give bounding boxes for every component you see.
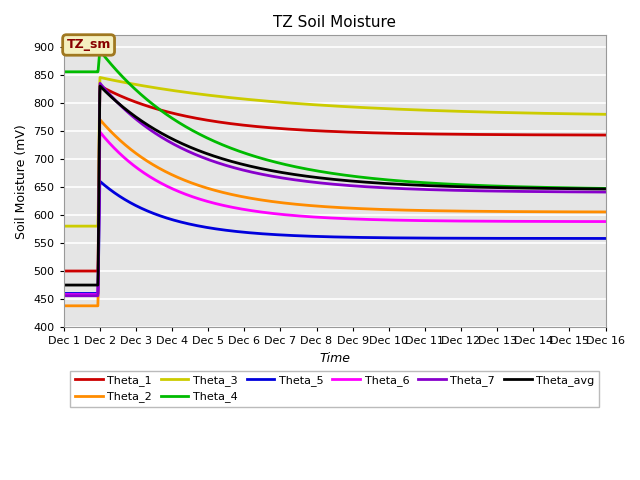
Theta_7 [309, 179, 317, 185]
Theta_1 [602, 132, 609, 138]
Theta_3 [487, 109, 495, 115]
Theta_3 [88, 223, 95, 229]
Line: Theta_1: Theta_1 [64, 86, 605, 271]
Theta_6 [60, 292, 68, 298]
Theta_4 [487, 183, 495, 189]
Theta_1 [586, 132, 594, 138]
Theta_5 [586, 236, 594, 241]
Theta_6 [602, 219, 609, 225]
Theta_5 [586, 236, 594, 241]
Theta_7 [88, 293, 95, 299]
Theta_5 [602, 236, 609, 241]
Theta_7 [602, 189, 609, 195]
Theta_3 [96, 74, 104, 80]
Theta_1 [60, 268, 68, 274]
Theta_4 [586, 185, 594, 191]
Title: TZ Soil Moisture: TZ Soil Moisture [273, 15, 396, 30]
Y-axis label: Soil Moisture (mV): Soil Moisture (mV) [15, 124, 28, 239]
Theta_6 [96, 129, 104, 135]
Theta_2 [309, 203, 317, 209]
Theta_6 [487, 218, 495, 224]
Theta_3 [602, 111, 609, 117]
Line: Theta_4: Theta_4 [64, 51, 605, 188]
Theta_6 [309, 214, 317, 220]
Theta_2 [586, 209, 594, 215]
Theta_4 [60, 69, 68, 75]
Theta_4 [96, 48, 104, 54]
Theta_7 [60, 293, 68, 299]
Theta_2 [487, 208, 495, 214]
Theta_1 [309, 128, 317, 133]
Theta_1 [487, 132, 495, 137]
Theta_7 [96, 80, 104, 86]
Theta_2 [586, 209, 594, 215]
Theta_avg [324, 176, 332, 181]
Theta_2 [324, 204, 332, 210]
Theta_avg [602, 186, 609, 192]
Line: Theta_5: Theta_5 [64, 181, 605, 293]
Theta_6 [324, 215, 332, 221]
Theta_6 [88, 292, 95, 298]
Theta_2 [60, 303, 68, 309]
Theta_5 [324, 234, 332, 240]
Theta_7 [586, 189, 594, 195]
Theta_avg [586, 186, 594, 192]
Theta_1 [324, 128, 332, 134]
Legend: Theta_1, Theta_2, Theta_3, Theta_4, Theta_5, Theta_6, Theta_7, Theta_avg: Theta_1, Theta_2, Theta_3, Theta_4, Thet… [70, 371, 599, 407]
Theta_4 [309, 168, 317, 173]
Theta_avg [96, 83, 104, 89]
Theta_3 [309, 102, 317, 108]
Theta_7 [586, 189, 594, 195]
Theta_5 [60, 290, 68, 296]
Text: TZ_sm: TZ_sm [67, 38, 111, 51]
Theta_5 [309, 233, 317, 239]
Theta_1 [88, 268, 95, 274]
Theta_5 [487, 236, 495, 241]
Theta_avg [60, 282, 68, 288]
Theta_6 [586, 219, 594, 225]
Theta_3 [586, 111, 594, 117]
Theta_avg [309, 174, 317, 180]
Theta_4 [88, 69, 95, 75]
Theta_2 [88, 303, 95, 309]
Theta_6 [586, 219, 594, 225]
Theta_avg [88, 282, 95, 288]
Theta_avg [487, 185, 495, 191]
Theta_1 [586, 132, 594, 138]
Theta_7 [324, 181, 332, 187]
Theta_2 [96, 117, 104, 122]
Theta_3 [586, 111, 594, 117]
Theta_1 [96, 83, 104, 89]
Theta_5 [88, 290, 95, 296]
Line: Theta_6: Theta_6 [64, 132, 605, 295]
Theta_3 [60, 223, 68, 229]
Theta_avg [586, 186, 594, 192]
Theta_3 [324, 103, 332, 108]
Line: Theta_2: Theta_2 [64, 120, 605, 306]
Theta_4 [324, 170, 332, 176]
Theta_4 [602, 185, 609, 191]
X-axis label: Time: Time [319, 352, 350, 365]
Theta_7 [487, 188, 495, 194]
Line: Theta_avg: Theta_avg [64, 86, 605, 285]
Theta_4 [586, 185, 594, 191]
Theta_2 [602, 209, 609, 215]
Theta_5 [96, 179, 104, 184]
Line: Theta_7: Theta_7 [64, 83, 605, 296]
Line: Theta_3: Theta_3 [64, 77, 605, 226]
